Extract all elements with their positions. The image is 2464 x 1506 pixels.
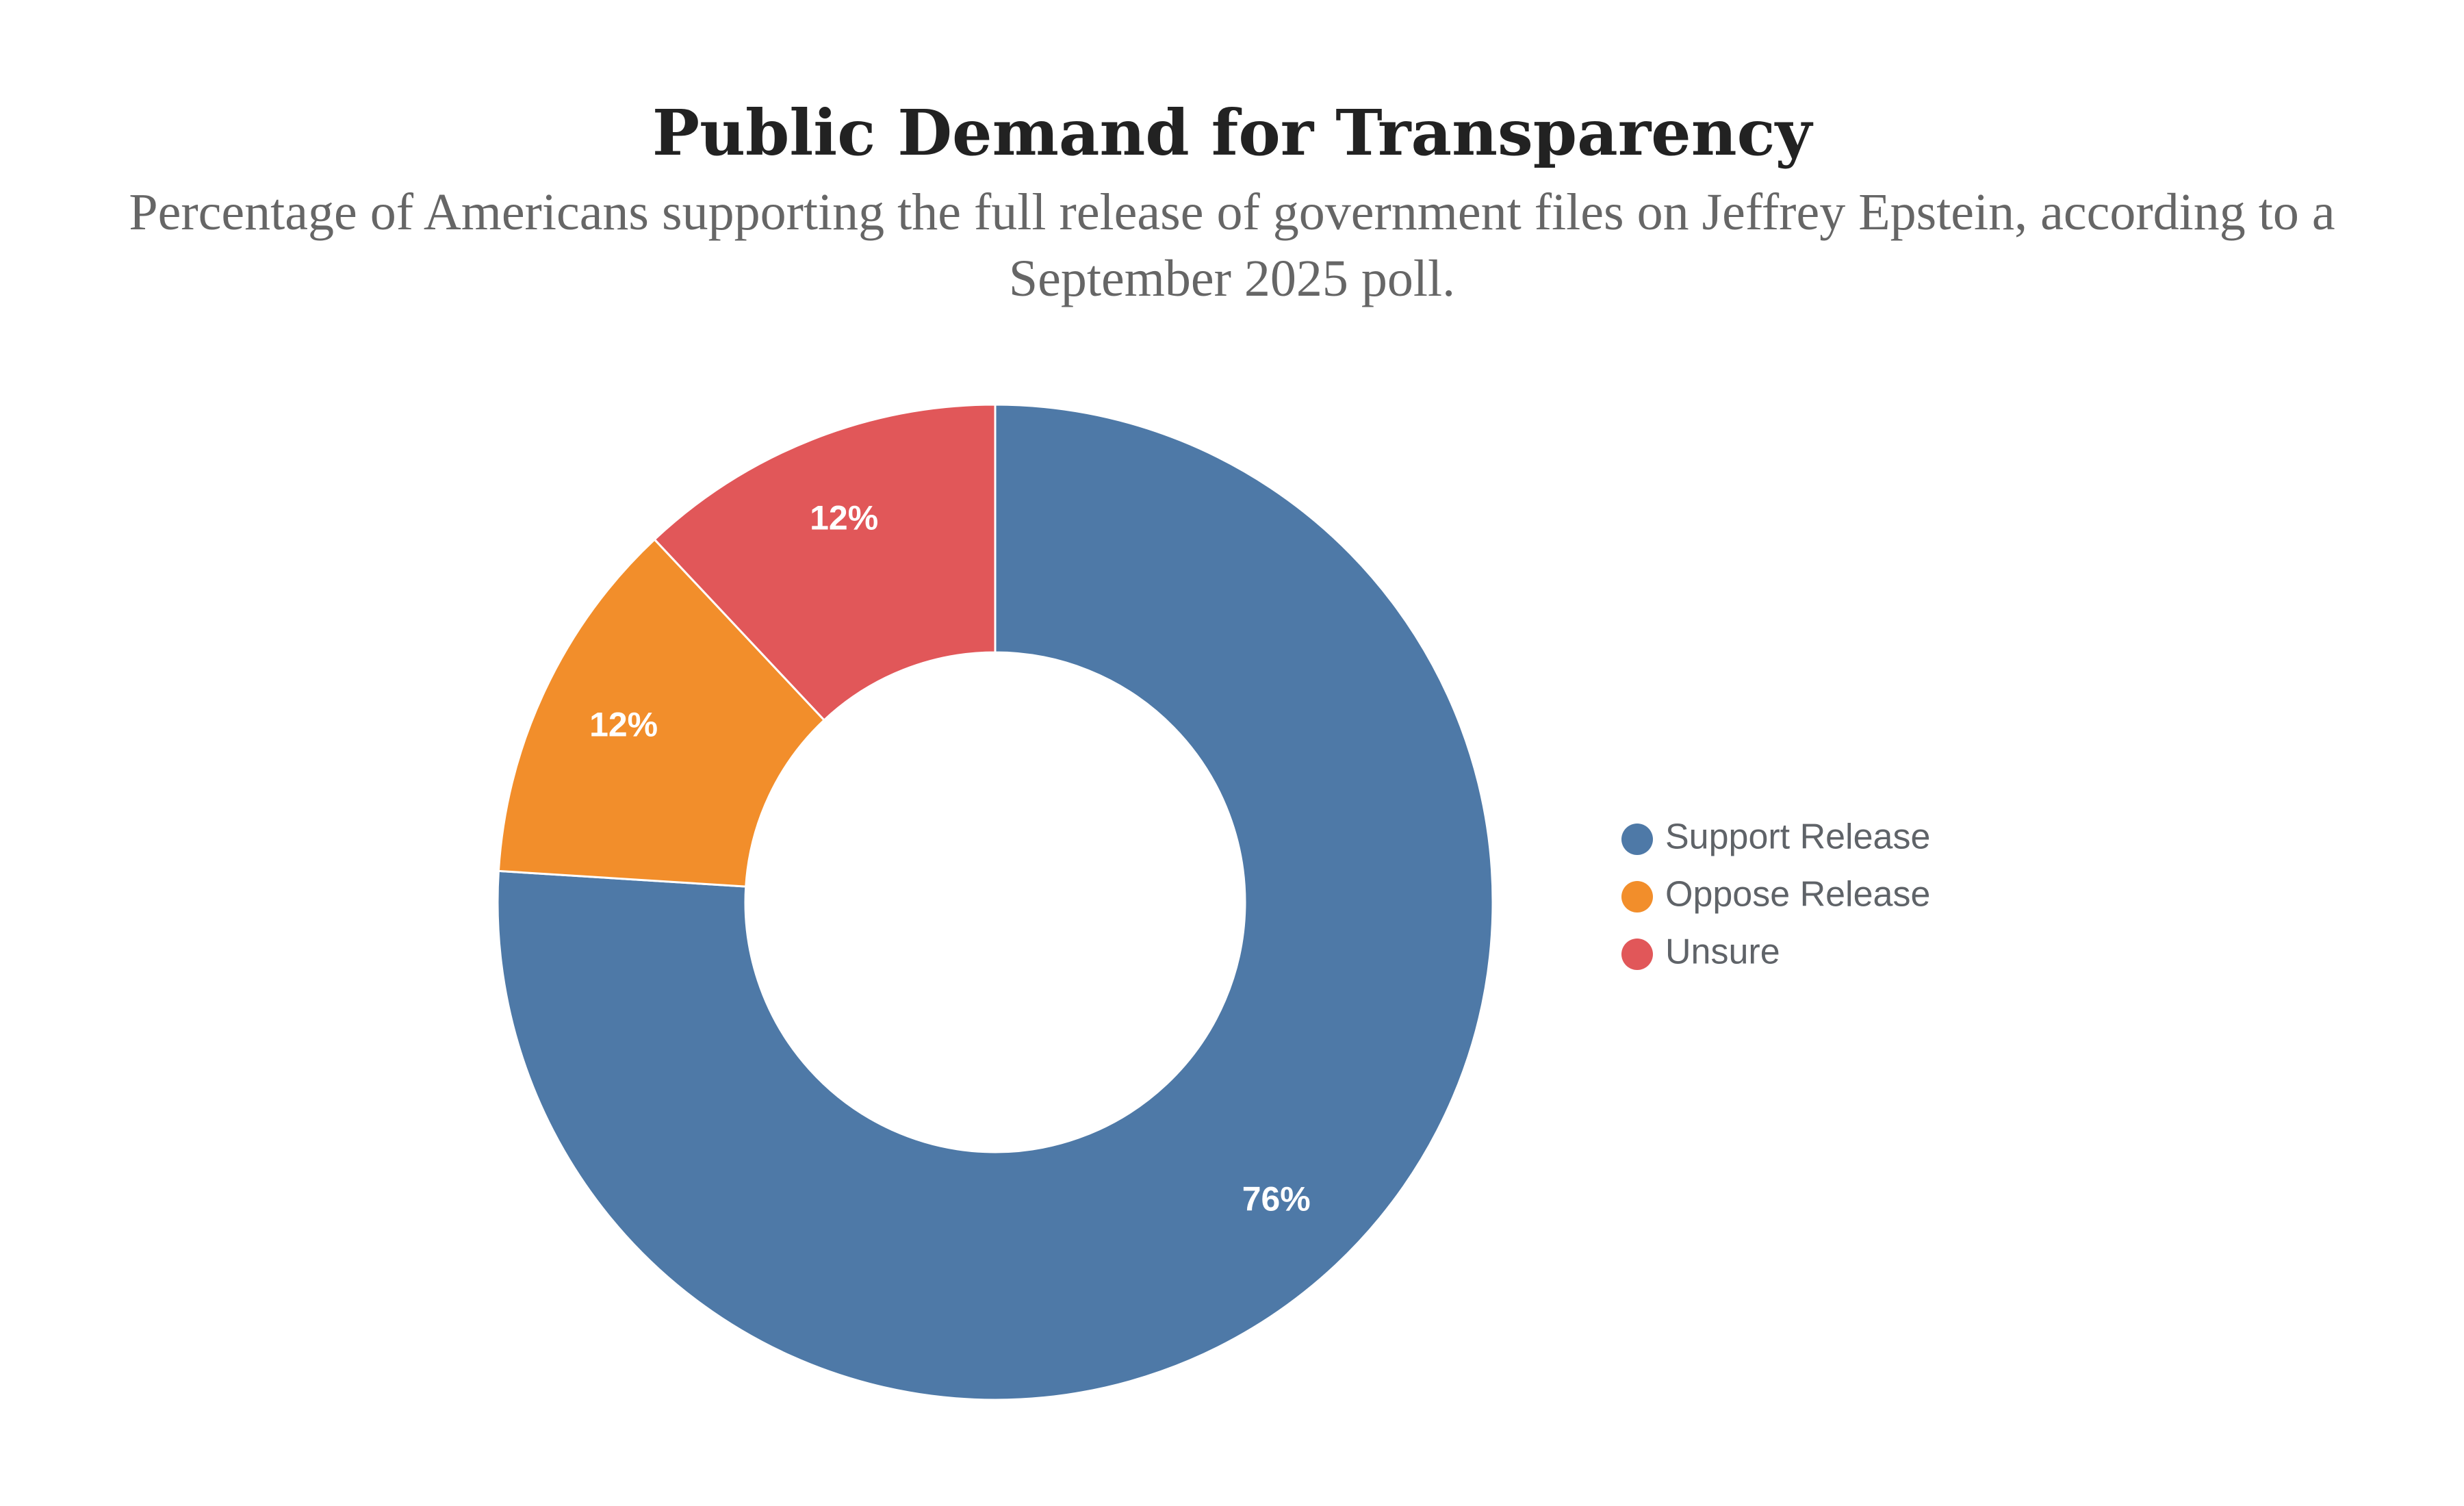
legend-item[interactable]: Support Release — [1621, 817, 1930, 857]
legend-label: Support Release — [1665, 817, 1930, 857]
legend-label: Oppose Release — [1665, 875, 1930, 915]
legend-marker — [1621, 881, 1653, 912]
data-label: 12% — [589, 706, 658, 744]
legend-item[interactable]: Unsure — [1621, 932, 1780, 972]
slice-support-release[interactable] — [496, 403, 1494, 1401]
chart-subtitle: Percentage of Americans supporting the f… — [129, 183, 2335, 307]
slice-unsure[interactable] — [653, 403, 997, 722]
legend-marker — [1621, 939, 1653, 970]
legend-item[interactable]: Oppose Release — [1621, 875, 1930, 915]
slice-oppose-release[interactable] — [497, 537, 826, 888]
legend-label: Unsure — [1665, 932, 1780, 972]
data-label: 76% — [1242, 1180, 1311, 1218]
chart-title: Public Demand for Transparency — [652, 96, 1812, 170]
data-label: 12% — [810, 498, 878, 537]
legend-marker — [1621, 824, 1653, 855]
